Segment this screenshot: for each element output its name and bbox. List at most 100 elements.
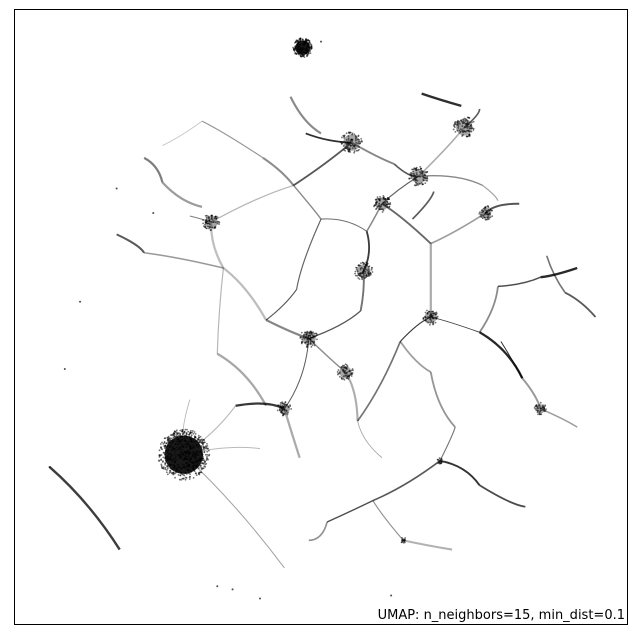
point bbox=[402, 541, 405, 544]
point bbox=[359, 267, 362, 270]
point bbox=[301, 38, 304, 41]
point bbox=[191, 452, 194, 455]
point bbox=[401, 537, 403, 539]
point bbox=[309, 46, 312, 49]
point bbox=[470, 125, 472, 128]
point bbox=[171, 439, 174, 442]
point bbox=[346, 365, 349, 368]
point bbox=[184, 437, 186, 440]
point bbox=[465, 135, 468, 138]
point bbox=[305, 38, 307, 40]
point bbox=[179, 441, 182, 444]
point bbox=[454, 131, 457, 133]
point bbox=[342, 375, 345, 378]
point bbox=[306, 45, 309, 48]
point bbox=[182, 445, 185, 448]
point bbox=[357, 134, 360, 137]
point bbox=[298, 39, 300, 41]
point bbox=[167, 456, 170, 458]
point bbox=[203, 450, 206, 453]
point bbox=[375, 207, 378, 210]
point bbox=[429, 318, 432, 321]
point bbox=[168, 446, 171, 449]
point bbox=[313, 341, 316, 344]
point bbox=[359, 272, 362, 275]
point bbox=[344, 149, 347, 152]
point bbox=[537, 413, 539, 416]
point bbox=[351, 371, 354, 374]
point bbox=[181, 473, 183, 476]
point bbox=[417, 168, 420, 171]
point bbox=[470, 130, 473, 133]
point bbox=[171, 454, 173, 456]
cluster-hub-8 bbox=[276, 401, 293, 417]
edge-4 bbox=[393, 163, 419, 178]
point bbox=[299, 55, 302, 58]
point bbox=[487, 213, 490, 216]
point bbox=[479, 213, 482, 216]
stray-point-2 bbox=[63, 368, 66, 371]
point bbox=[189, 432, 192, 435]
point bbox=[369, 272, 371, 275]
point bbox=[346, 375, 349, 378]
point bbox=[491, 209, 494, 212]
point bbox=[201, 453, 204, 456]
point bbox=[175, 440, 178, 443]
point bbox=[347, 378, 350, 380]
point bbox=[375, 198, 378, 201]
point bbox=[299, 38, 302, 41]
point bbox=[180, 451, 183, 454]
point bbox=[340, 376, 343, 379]
point bbox=[339, 141, 342, 144]
point bbox=[352, 144, 355, 147]
point bbox=[382, 197, 385, 199]
point bbox=[168, 471, 171, 474]
point bbox=[296, 50, 299, 53]
point bbox=[540, 409, 542, 412]
point bbox=[467, 135, 470, 138]
point bbox=[459, 130, 462, 133]
point bbox=[461, 125, 464, 127]
cluster-hub-4 bbox=[202, 214, 221, 232]
cluster-hub-9 bbox=[422, 309, 439, 326]
point bbox=[344, 369, 347, 372]
point bbox=[401, 538, 404, 541]
point bbox=[461, 121, 464, 123]
point bbox=[484, 205, 487, 208]
point bbox=[355, 135, 357, 138]
cluster-hub-7 bbox=[336, 363, 354, 381]
point bbox=[295, 39, 298, 42]
point bbox=[462, 129, 464, 132]
stray-point-1 bbox=[79, 300, 82, 303]
point bbox=[464, 119, 467, 122]
point bbox=[453, 121, 456, 124]
point bbox=[192, 432, 195, 435]
point bbox=[165, 442, 168, 445]
point bbox=[300, 336, 303, 339]
point bbox=[343, 364, 346, 367]
point bbox=[294, 48, 297, 51]
point bbox=[303, 56, 306, 59]
point bbox=[383, 198, 386, 201]
point bbox=[351, 368, 354, 370]
point bbox=[416, 173, 418, 176]
point bbox=[191, 440, 193, 443]
point bbox=[311, 334, 314, 337]
point bbox=[200, 446, 203, 449]
point bbox=[369, 274, 372, 276]
edge-56 bbox=[116, 233, 145, 254]
edge-49 bbox=[403, 539, 453, 551]
point bbox=[166, 473, 169, 476]
point bbox=[348, 370, 351, 373]
point bbox=[466, 123, 469, 126]
point bbox=[540, 413, 543, 416]
point bbox=[386, 203, 389, 206]
point bbox=[182, 458, 184, 461]
point bbox=[479, 215, 482, 218]
point bbox=[162, 442, 165, 445]
edge-43 bbox=[356, 341, 402, 422]
point bbox=[202, 467, 205, 470]
point bbox=[380, 203, 383, 206]
edge-23 bbox=[283, 408, 301, 459]
edge-36 bbox=[479, 331, 524, 379]
